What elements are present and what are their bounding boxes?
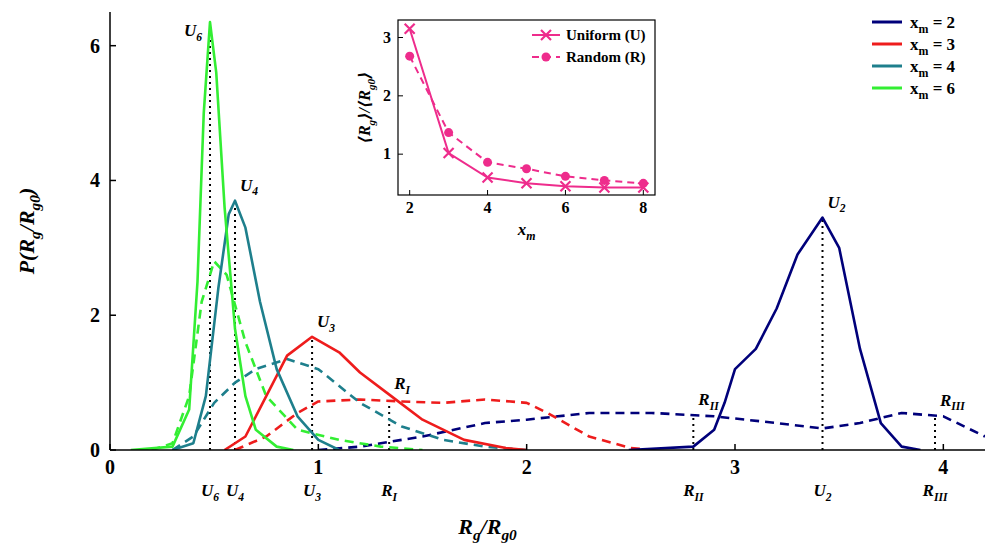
inset-marker [483, 158, 492, 167]
inset-marker [561, 172, 570, 181]
reference-axis-label: RIII [922, 481, 948, 504]
legend-label: xm = 4 [910, 57, 956, 80]
legend-marker-x [541, 30, 551, 40]
reference-line [388, 399, 390, 450]
reference-annotation: U4 [240, 176, 258, 199]
inset-x-tick-label: 4 [484, 199, 492, 216]
inset-legend-label: Random (R) [566, 49, 646, 66]
y-tick [110, 449, 116, 451]
inset-marker [405, 52, 414, 61]
y-tick-label: 6 [90, 35, 100, 57]
reference-line [934, 416, 936, 450]
inset-marker [405, 24, 415, 34]
inset-legend-marker [541, 30, 551, 40]
inset-chart: 2 4 6 8 1 2 3 xm ⟨Rg⟩/⟨Rg0⟩ Uniform (U) Random (R) [345, 8, 663, 246]
legend: xm = 2xm = 3xm = 4xm = 6 [872, 13, 956, 102]
series-line [629, 218, 921, 450]
legend-swatch [872, 43, 902, 46]
y-tick [110, 45, 116, 47]
inset-frame [398, 20, 655, 195]
inset-y-tick [398, 95, 403, 96]
x-tick-label: 4 [938, 456, 948, 478]
y-tick-label: 2 [90, 304, 100, 326]
series-line [131, 22, 293, 450]
inset-x-tick [487, 190, 488, 195]
inset-legend-marker [542, 53, 551, 62]
inset-y-tick [398, 154, 403, 155]
series-line [173, 201, 340, 450]
x-axis-title: Rg/Rg0 [457, 514, 517, 543]
reference-line [822, 218, 824, 450]
inset-x-title: xm [517, 220, 536, 243]
inset-marker [522, 178, 532, 188]
reference-axis-label: U4 [226, 481, 244, 504]
y-axis-title: P(Rg/Rg0) [14, 188, 43, 276]
inset-x-tick-label: 2 [406, 199, 414, 216]
legend-label: xm = 6 [910, 79, 955, 102]
reference-line [209, 22, 211, 450]
series-line [173, 359, 527, 450]
inset-x-tick-label: 6 [561, 199, 569, 216]
series-line [225, 337, 527, 450]
inset-marker [600, 176, 609, 185]
inset-series-line [410, 56, 644, 183]
legend-marker-circle [542, 53, 551, 62]
chart-svg: 0 1 2 3 4 0 2 4 6 U6 U6 U4 U4 U3 U3 RI RI RII RII U2 U2 RIII R… [0, 0, 1001, 554]
reference-axis-label: U2 [813, 481, 831, 504]
reference-annotation: U2 [828, 193, 846, 216]
legend-swatch [872, 65, 902, 68]
reference-annotation: RII [697, 390, 719, 413]
inset-background [345, 8, 663, 246]
reference-axis-label: U3 [303, 481, 321, 504]
inset-marker [560, 181, 570, 191]
reference-annotation: U6 [184, 21, 202, 44]
y-tick [110, 314, 116, 316]
inset-data [405, 24, 649, 193]
x-axis [110, 449, 985, 451]
inset-marker [522, 164, 531, 173]
x-tick [526, 444, 528, 450]
inset-x-tick-label: 8 [639, 199, 647, 216]
reference-annotation: RIII [939, 391, 965, 414]
chart-root: 0 1 2 3 4 0 2 4 6 U6 U6 U4 U4 U3 U3 RI RI RII RII U2 U2 RIII R… [0, 0, 1001, 554]
reference-axis-label: RI [380, 481, 397, 504]
x-tick-label: 3 [730, 456, 740, 478]
series-line [235, 399, 652, 450]
inset-y-tick-label: 2 [383, 87, 391, 104]
legend-swatch [872, 87, 902, 90]
inset-legend-label: Uniform (U) [566, 27, 646, 44]
inset-marker [444, 148, 454, 158]
x-tick [109, 444, 111, 450]
inset-x-tick [409, 190, 410, 195]
inset-marker [444, 128, 453, 137]
y-tick-label: 4 [90, 169, 100, 191]
y-tick [110, 180, 116, 182]
x-tick-label: 2 [522, 456, 532, 478]
x-tick-label: 1 [313, 456, 323, 478]
inset-y-tick-label: 1 [383, 145, 391, 162]
reference-axis-label: RII [682, 481, 704, 504]
reference-annotation: RI [393, 374, 410, 397]
y-tick-label: 0 [90, 439, 100, 461]
legend-swatch [872, 21, 902, 24]
x-tick [734, 444, 736, 450]
inset-x-tick [565, 190, 566, 195]
x-tick-label: 0 [105, 456, 115, 478]
inset-legend: Uniform (U) Random (R) [532, 27, 646, 66]
inset-y-tick-label: 3 [383, 29, 391, 46]
legend-label: xm = 2 [910, 13, 955, 36]
inset-x-tick [643, 190, 644, 195]
inset-marker [483, 173, 493, 183]
x-tick [318, 444, 320, 450]
reference-annotation: U3 [317, 312, 335, 335]
legend-label: xm = 3 [910, 35, 955, 58]
inset-marker [639, 179, 648, 188]
x-tick [943, 444, 945, 450]
reference-axis-label: U6 [201, 481, 219, 504]
inset-y-tick [398, 37, 403, 38]
inset-y-title: ⟨Rg⟩/⟨Rg0⟩ [356, 72, 377, 144]
y-axis [109, 12, 111, 450]
